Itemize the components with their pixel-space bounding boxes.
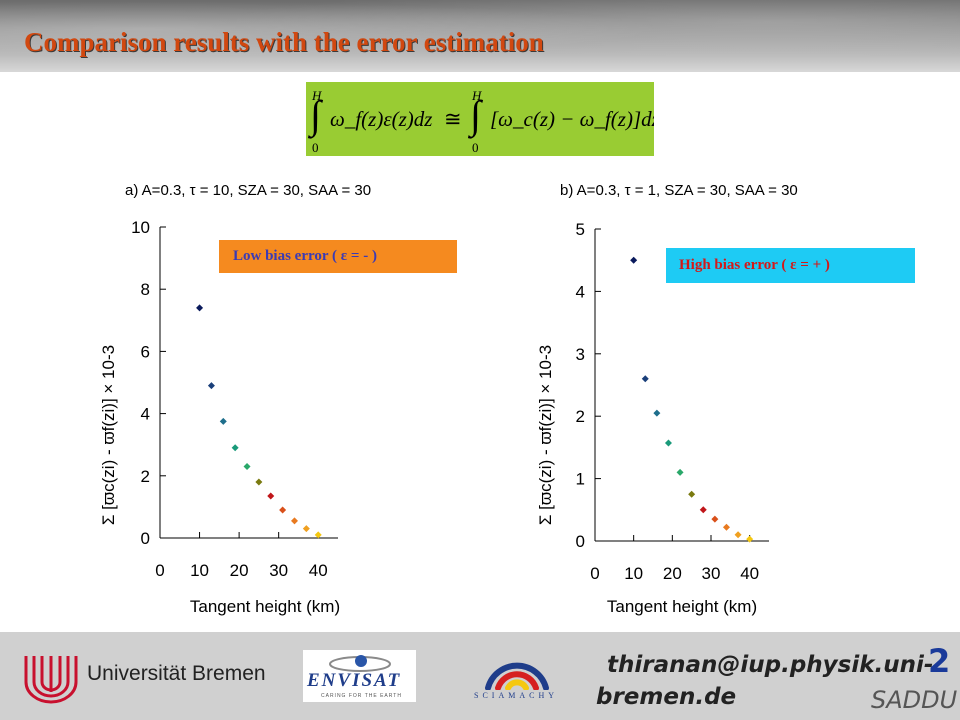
chart-b-title: b) A=0.3, τ = 1, SZA = 30, SAA = 30 [560,182,798,199]
chartB-data-point [676,468,684,476]
chart-a: a) A=0.3, τ = 10, SZA = 30, SAA = 30 0 2 4… [99,182,371,616]
chartA-ytick-label: 2 [141,467,150,486]
chart-b: b) A=0.3, τ = 1, SZA = 30, SAA = 30 0 1 2 3… [536,182,798,616]
chartA-data-point [279,506,287,514]
chart-a-xlabel: Tangent height (km) [190,597,340,616]
chartB-ytick-label: 1 [576,470,585,489]
chart-a-points [196,304,322,539]
chartA-xtick-label: 20 [230,561,249,580]
chartB-xtick-label: 40 [740,564,759,583]
chartA-ytick-label: 6 [141,342,150,361]
envisat-text: ENVISAT [307,670,402,691]
saddu-label: SADDU [871,686,958,714]
author-email-line-1: thiranan@iup.physik.uni- [607,652,934,678]
chartB-data-point [688,490,696,498]
chartA-xtick-label: 30 [269,561,288,580]
chartB-ytick-label: 2 [576,407,585,426]
chartB-xtick-label: 10 [624,564,643,583]
integral-sign-2-icon: ∫ [467,92,484,139]
chartB-data-point [641,375,649,383]
chartB-data-point [699,506,707,514]
chart-b-ylabel: Σ [ϖc(zi) - ϖf(zi)] × 10-3 [536,345,555,525]
formula-lower-limit-2: 0 [472,140,479,155]
university-bremen-logo-icon [24,656,78,704]
chartB-data-point [711,515,719,523]
chartB-data-point [630,256,638,264]
chart-b-xlabel: Tangent height (km) [607,597,757,616]
chart-a-axes: 0 2 4 6 8 10 0 10 20 30 40 [131,218,338,580]
sciamachy-text: SCIAMACHY [474,691,559,700]
chartA-ytick-label: 8 [141,280,150,299]
chartA-data-point [231,444,239,452]
chartB-xtick-label: 20 [663,564,682,583]
chart-a-ylabel: Σ [ϖc(zi) - ϖf(zi)] × 10-3 [99,345,118,525]
chartA-data-point [219,417,227,425]
chartA-data-point [314,531,322,539]
sciamachy-logo-icon [485,662,549,690]
university-name: Universität Bremen [87,662,266,685]
chart-b-points [630,256,754,543]
chartA-data-point [290,517,298,525]
formula-upper-limit-2: H [471,88,482,103]
slide-title: Comparison results with the error estima… [24,27,544,57]
formula-lower-limit-1: 0 [312,140,319,155]
envisat-logo: ENVISAT CARING FOR THE EARTH [303,650,416,702]
chartA-ytick-label: 10 [131,218,150,237]
formula-equation: H ∫ 0 ω_f(z)ε(z)dz ≅ H ∫ 0 [ω_c(z) − ω_f… [307,88,654,155]
formula-box: H ∫ 0 ω_f(z)ε(z)dz ≅ H ∫ 0 [ω_c(z) − ω_f… [306,82,654,156]
header-bar: Comparison results with the error estima… [0,0,960,72]
chartB-data-point [664,439,672,447]
chartB-data-point [653,409,661,417]
high-bias-label-text: High bias error ( ε = + ) [679,257,830,273]
high-bias-label: High bias error ( ε = + ) [666,248,915,283]
chartA-ytick-label: 0 [141,529,150,548]
chartA-data-point [207,382,215,390]
chartA-data-point [255,478,263,486]
low-bias-label-text: Low bias error ( ε = - ) [233,248,377,264]
author-email-line-2: bremen.de [596,684,737,710]
page-number: 2 [928,642,951,680]
chartA-data-point [267,492,275,500]
envisat-swoosh-icon [329,655,391,672]
chartA-data-point [243,462,251,470]
chartB-xtick-label: 30 [702,564,721,583]
footer-bar [0,632,960,720]
chartB-xtick-label: 0 [590,564,599,583]
chartA-ytick-label: 4 [141,405,150,424]
chartA-xtick-label: 10 [190,561,209,580]
chartA-data-point [196,304,204,312]
chartB-data-point [722,523,730,531]
chartB-data-point [734,531,742,539]
integral-sign-1-icon: ∫ [307,92,324,139]
chartA-data-point [302,525,310,533]
formula-upper-limit-1: H [311,88,322,103]
chartB-ytick-label: 3 [576,345,585,364]
chartB-ytick-label: 0 [576,532,585,551]
formula-lhs: ω_f(z)ε(z)dz [330,107,432,131]
chartB-ytick-label: 5 [576,220,585,239]
formula-rhs: [ω_c(z) − ω_f(z)]dz [490,107,654,131]
chartA-xtick-label: 0 [155,561,164,580]
chartB-ytick-label: 4 [576,282,585,301]
envisat-subtitle: CARING FOR THE EARTH [321,693,402,699]
chartB-data-point [746,535,754,543]
formula-relation: ≅ [444,107,462,131]
chart-b-axes: 0 1 2 3 4 5 0 10 20 30 40 [576,220,769,583]
header-cloud-texture [0,0,960,72]
low-bias-label: Low bias error ( ε = - ) [219,240,457,273]
chartA-xtick-label: 40 [309,561,328,580]
chart-a-title: a) A=0.3, τ = 10, SZA = 30, SAA = 30 [125,182,371,199]
